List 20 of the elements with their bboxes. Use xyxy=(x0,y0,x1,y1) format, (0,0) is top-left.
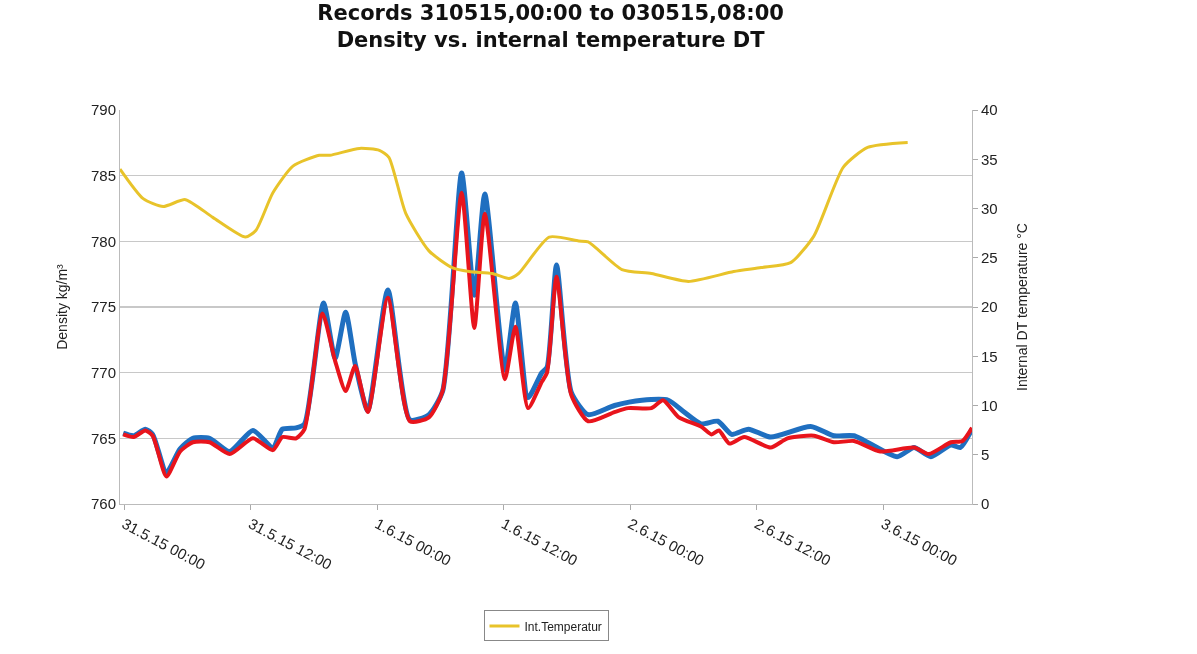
y2-tick-label: 35 xyxy=(981,150,998,168)
y-tick-label: 780 xyxy=(90,232,116,250)
y2-tick-label: 20 xyxy=(981,298,998,316)
y2-tick-label: 10 xyxy=(981,396,998,414)
y2-tick-label: 40 xyxy=(981,101,998,119)
y-axis-title: Density kg/m³ xyxy=(53,263,70,350)
y2-tick-label: 30 xyxy=(981,199,998,217)
y-tick-label: 775 xyxy=(90,298,116,316)
y-tick-label: 760 xyxy=(90,495,116,513)
y2-tick-label: 5 xyxy=(981,446,990,463)
y-tick-label: 790 xyxy=(90,101,116,119)
legend-label: Int.Temperatur xyxy=(524,619,602,634)
y2-axis-title: Internal DT temperature °C xyxy=(1013,223,1030,391)
y-tick-label: 785 xyxy=(90,166,116,184)
chart-title: Records 310515,00:00 to 030515,08:00 Density vs. internal temperature DT xyxy=(317,0,784,52)
y2-tick-label: 25 xyxy=(981,249,998,266)
y2-tick-label: 0 xyxy=(981,495,990,513)
y-tick-label: 765 xyxy=(90,429,116,447)
y-tick-label: 770 xyxy=(90,363,116,381)
y2-tick-label: 15 xyxy=(981,347,998,365)
